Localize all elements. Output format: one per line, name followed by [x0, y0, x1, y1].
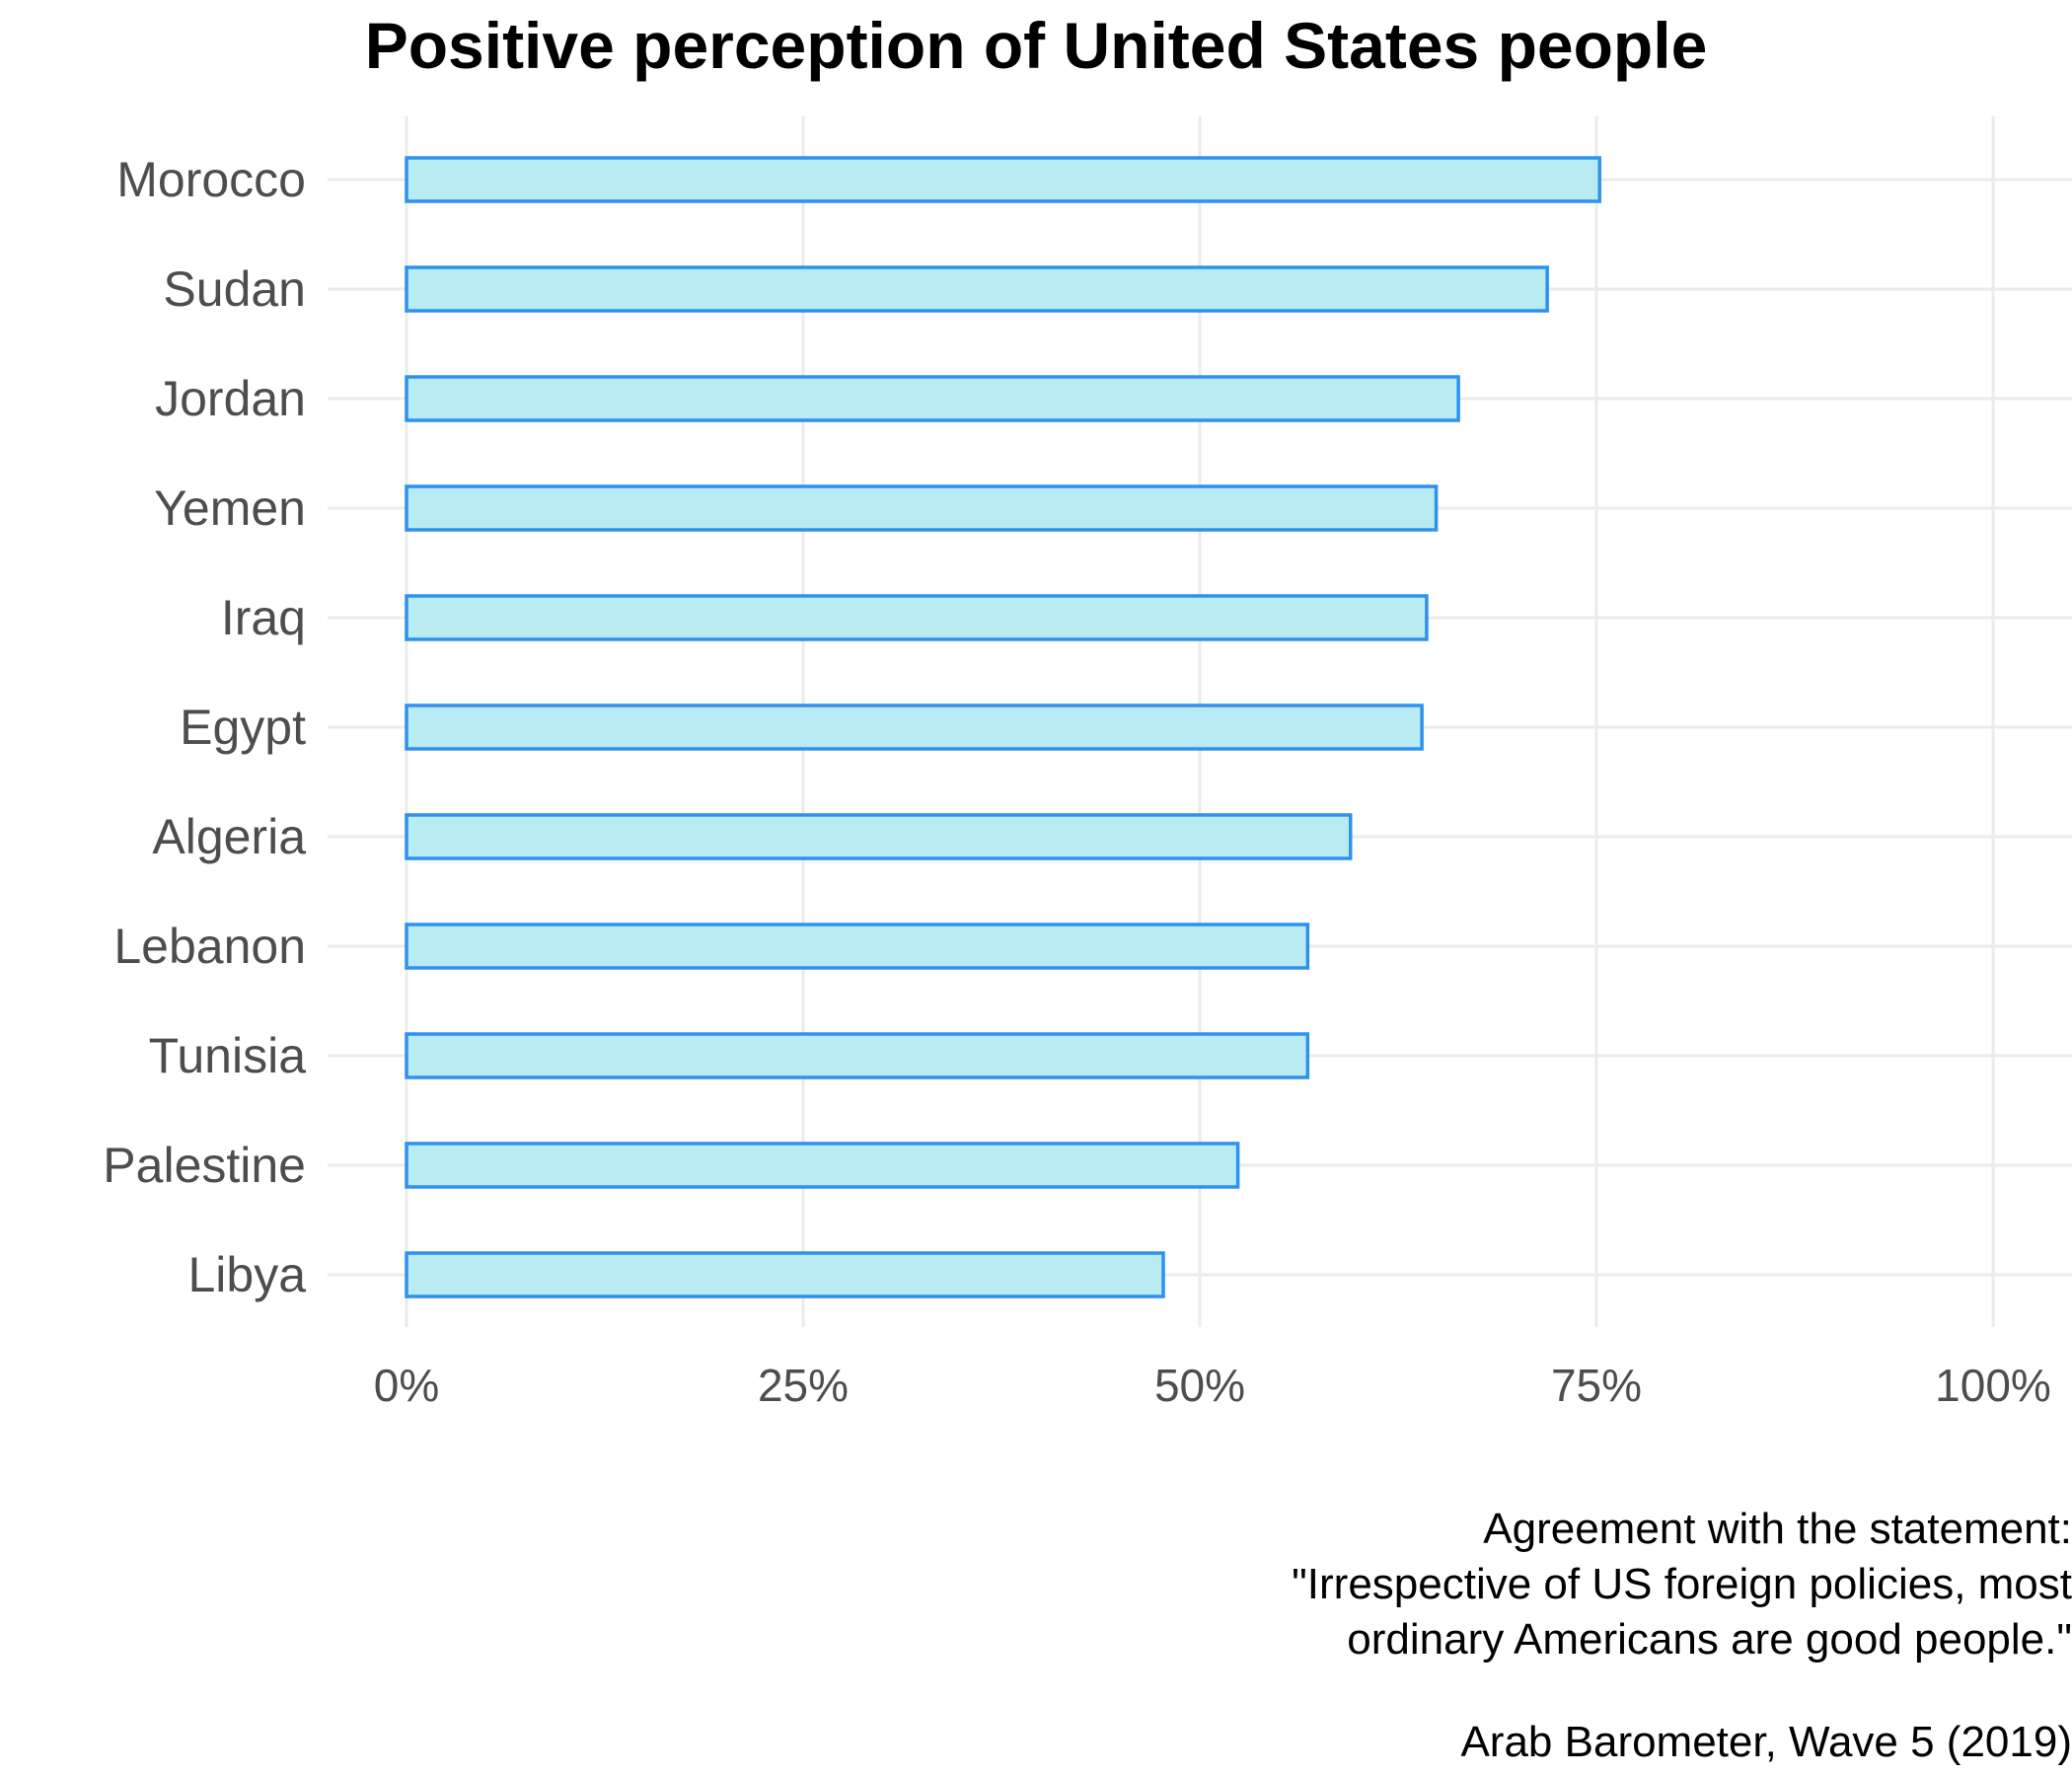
x-tick-label: 100%: [1935, 1360, 2051, 1411]
chart-title: Positive perception of United States peo…: [364, 9, 1708, 82]
caption: Agreement with the statement: "Irrespect…: [691, 1502, 2072, 1667]
bar-iraq: [405, 594, 1429, 641]
bar-egypt: [405, 703, 1424, 751]
source-caption: Arab Barometer, Wave 5 (2019): [1460, 1718, 2072, 1766]
category-label: Algeria: [152, 809, 306, 864]
bar-libya: [405, 1251, 1165, 1298]
category-labels: Morocco Sudan Jordan Yemen Iraq Egypt Algeria L…: [103, 152, 306, 1302]
category-label: Palestine: [103, 1138, 306, 1193]
category-label: Morocco: [116, 152, 306, 207]
x-tick-label: 25%: [758, 1360, 849, 1411]
category-label: Sudan: [163, 261, 306, 317]
category-label: Tunisia: [149, 1028, 307, 1083]
category-label: Lebanon: [113, 919, 306, 974]
category-label: Libya: [187, 1247, 306, 1302]
bar-algeria: [405, 813, 1353, 860]
caption-line: Agreement with the statement:: [1483, 1505, 2072, 1553]
bar-jordan: [405, 375, 1460, 422]
caption-line: ordinary Americans are good people.": [1347, 1615, 2072, 1664]
x-tick-label: 75%: [1551, 1360, 1642, 1411]
x-tick-label: 50%: [1154, 1360, 1245, 1411]
x-tick-labels: 0% 25% 50% 75% 100%: [374, 1360, 2051, 1411]
bar-tunisia: [405, 1032, 1310, 1079]
bar-morocco: [405, 156, 1601, 203]
x-tick-label: 0%: [374, 1360, 439, 1411]
bars: [405, 156, 1601, 1298]
bar-yemen: [405, 484, 1439, 532]
bar-palestine: [405, 1142, 1240, 1189]
caption-line: "Irrespective of US foreign policies, mo…: [1292, 1560, 2072, 1608]
category-label: Yemen: [154, 481, 306, 536]
bar-sudan: [405, 265, 1549, 313]
category-label: Iraq: [221, 590, 306, 645]
category-label: Egypt: [180, 700, 306, 755]
category-label: Jordan: [155, 371, 306, 426]
bar-lebanon: [405, 923, 1310, 970]
